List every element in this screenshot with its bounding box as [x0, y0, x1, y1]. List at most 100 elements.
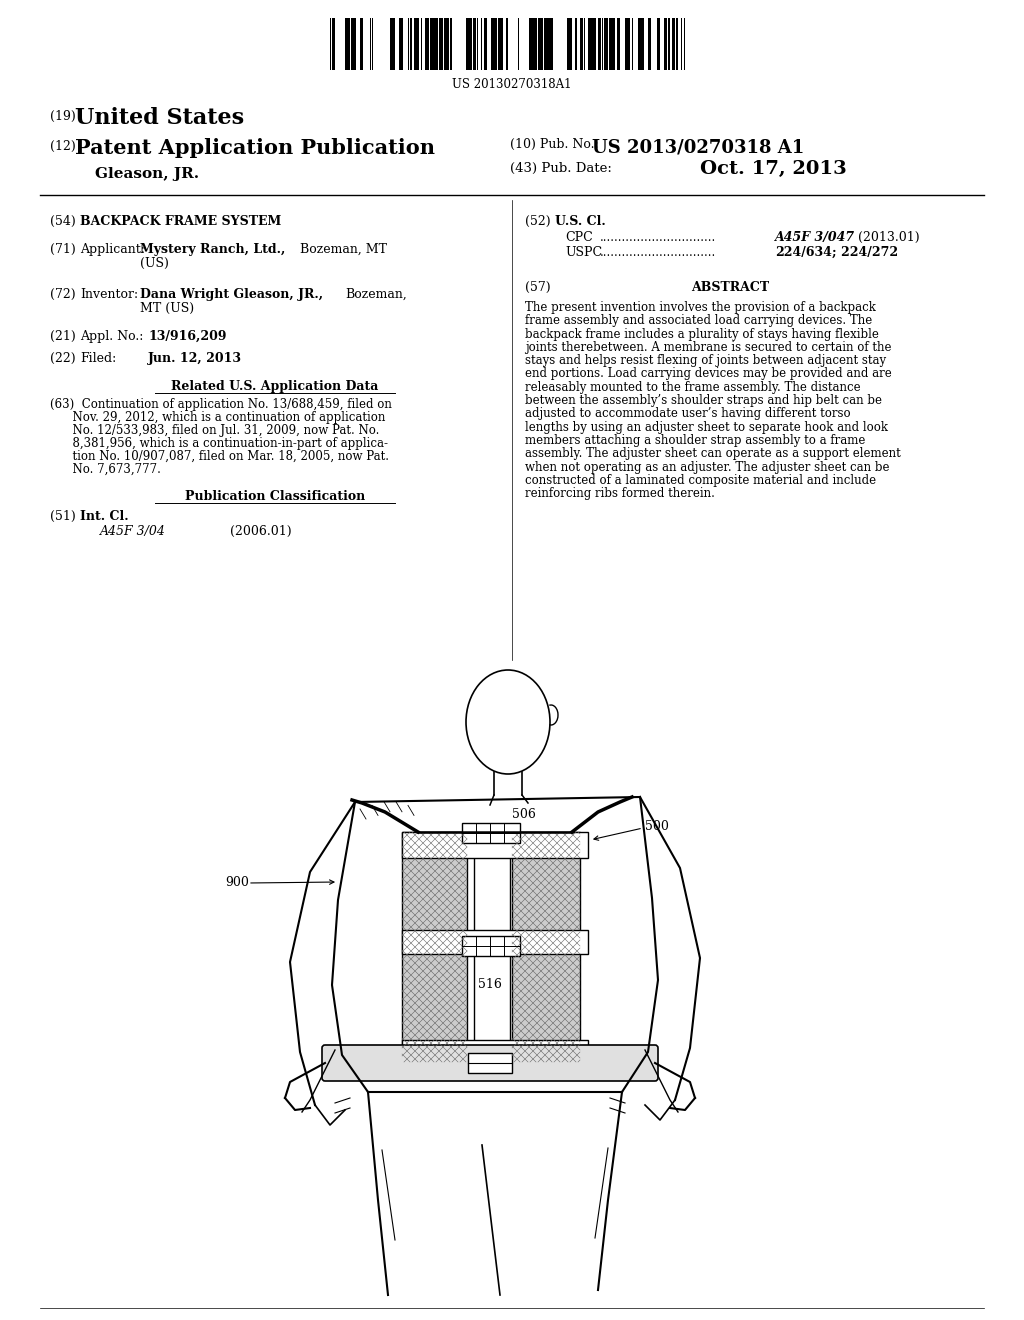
Bar: [638, 18, 641, 70]
Text: A45F 3/047: A45F 3/047: [775, 231, 855, 244]
Bar: [541, 18, 543, 70]
Text: (54): (54): [50, 215, 76, 228]
Text: ...............................: ...............................: [600, 246, 716, 259]
Bar: [427, 18, 429, 70]
Bar: [402, 931, 588, 954]
Text: Dana Wright Gleason, JR.,: Dana Wright Gleason, JR.,: [140, 288, 324, 301]
Bar: [592, 18, 595, 70]
Bar: [648, 18, 651, 70]
Text: Jun. 12, 2013: Jun. 12, 2013: [148, 352, 242, 366]
Bar: [538, 18, 541, 70]
Bar: [548, 18, 552, 70]
Bar: [450, 18, 452, 70]
Text: 224/634: 224/634: [775, 246, 831, 259]
Text: U.S. Cl.: U.S. Cl.: [555, 215, 606, 228]
Bar: [468, 1053, 512, 1073]
Text: (22): (22): [50, 352, 76, 366]
Text: 506: 506: [512, 808, 536, 821]
Text: Related U.S. Application Data: Related U.S. Application Data: [171, 380, 379, 393]
Bar: [415, 18, 419, 70]
Bar: [627, 18, 630, 70]
Bar: [610, 18, 614, 70]
Text: ...............................: ...............................: [600, 231, 716, 244]
Bar: [580, 18, 583, 70]
Bar: [351, 18, 355, 70]
Text: adjusted to accommodate user’s having different torso: adjusted to accommodate user’s having di…: [525, 408, 851, 420]
Bar: [391, 18, 395, 70]
Text: (63)  Continuation of application No. 13/688,459, filed on: (63) Continuation of application No. 13/…: [50, 399, 392, 411]
Text: Applicant:: Applicant:: [80, 243, 144, 256]
Text: (51): (51): [50, 510, 76, 523]
Text: (US): (US): [140, 257, 169, 271]
Text: No. 7,673,777.: No. 7,673,777.: [50, 463, 161, 477]
Text: (21): (21): [50, 330, 76, 343]
Text: (2006.01): (2006.01): [230, 525, 292, 539]
Text: assembly. The adjuster sheet can operate as a support element: assembly. The adjuster sheet can operate…: [525, 447, 901, 461]
Text: BACKPACK FRAME SYSTEM: BACKPACK FRAME SYSTEM: [80, 215, 282, 228]
Text: reinforcing ribs formed therein.: reinforcing ribs formed therein.: [525, 487, 715, 500]
Text: No. 12/533,983, filed on Jul. 31, 2009, now Pat. No.: No. 12/533,983, filed on Jul. 31, 2009, …: [50, 424, 379, 437]
Bar: [425, 18, 427, 70]
Text: (52): (52): [525, 215, 551, 228]
Bar: [544, 18, 548, 70]
Bar: [361, 18, 362, 70]
Bar: [332, 18, 334, 70]
Bar: [444, 18, 446, 70]
Text: US 2013/0270318 A1: US 2013/0270318 A1: [592, 139, 804, 156]
Text: when not operating as an adjuster. The adjuster sheet can be: when not operating as an adjuster. The a…: [525, 461, 890, 474]
Bar: [484, 18, 486, 70]
Bar: [345, 18, 347, 70]
Bar: [473, 18, 475, 70]
Bar: [436, 18, 438, 70]
Text: end portions. Load carrying devices may be provided and are: end portions. Load carrying devices may …: [525, 367, 892, 380]
Text: Bozeman,: Bozeman,: [345, 288, 407, 301]
Bar: [641, 18, 644, 70]
Text: (71): (71): [50, 243, 76, 256]
Bar: [498, 18, 500, 70]
Text: 500: 500: [645, 820, 669, 833]
Text: constructed of a laminated composite material and include: constructed of a laminated composite mat…: [525, 474, 877, 487]
Text: 8,381,956, which is a continuation-in-part of applica-: 8,381,956, which is a continuation-in-pa…: [50, 437, 388, 450]
Text: lengths by using an adjuster sheet to separate hook and look: lengths by using an adjuster sheet to se…: [525, 421, 888, 434]
Text: ; 224/272: ; 224/272: [831, 246, 898, 259]
Text: (43) Pub. Date:: (43) Pub. Date:: [510, 162, 612, 176]
Bar: [402, 832, 588, 858]
FancyBboxPatch shape: [322, 1045, 658, 1081]
Text: tion No. 10/907,087, filed on Mar. 18, 2005, now Pat.: tion No. 10/907,087, filed on Mar. 18, 2…: [50, 450, 389, 463]
Bar: [399, 18, 401, 70]
Text: Nov. 29, 2012, which is a continuation of application: Nov. 29, 2012, which is a continuation o…: [50, 411, 385, 424]
Text: US 20130270318A1: US 20130270318A1: [453, 78, 571, 91]
Bar: [512, 832, 580, 1063]
Bar: [348, 18, 350, 70]
Text: 13/916,209: 13/916,209: [148, 330, 226, 343]
Text: between the assembly’s shoulder straps and hip belt can be: between the assembly’s shoulder straps a…: [525, 395, 882, 407]
Bar: [604, 18, 608, 70]
Text: USPC: USPC: [565, 246, 602, 259]
Text: Patent Application Publication: Patent Application Publication: [75, 139, 435, 158]
Text: The present invention involves the provision of a backpack: The present invention involves the provi…: [525, 301, 876, 314]
Text: (57): (57): [525, 281, 551, 294]
Text: 900: 900: [225, 876, 249, 890]
Bar: [402, 1040, 588, 1063]
Bar: [672, 18, 675, 70]
Text: members attaching a shoulder strap assembly to a frame: members attaching a shoulder strap assem…: [525, 434, 865, 447]
Text: MT (US): MT (US): [140, 302, 195, 315]
Text: Filed:: Filed:: [80, 352, 117, 366]
Bar: [462, 936, 520, 956]
Text: (2013.01): (2013.01): [858, 231, 920, 244]
Bar: [410, 18, 412, 70]
Text: Inventor:: Inventor:: [80, 288, 138, 301]
Bar: [490, 18, 495, 70]
Bar: [430, 18, 433, 70]
Text: (10) Pub. No.:: (10) Pub. No.:: [510, 139, 599, 150]
Text: Mystery Ranch, Ltd.,: Mystery Ranch, Ltd.,: [140, 243, 286, 256]
Bar: [567, 18, 569, 70]
Text: frame assembly and associated load carrying devices. The: frame assembly and associated load carry…: [525, 314, 872, 327]
Bar: [657, 18, 660, 70]
Text: A45F 3/04: A45F 3/04: [100, 525, 166, 539]
Text: Publication Classification: Publication Classification: [185, 490, 366, 503]
Bar: [506, 18, 508, 70]
Bar: [469, 18, 472, 70]
Bar: [588, 18, 592, 70]
Bar: [495, 18, 497, 70]
